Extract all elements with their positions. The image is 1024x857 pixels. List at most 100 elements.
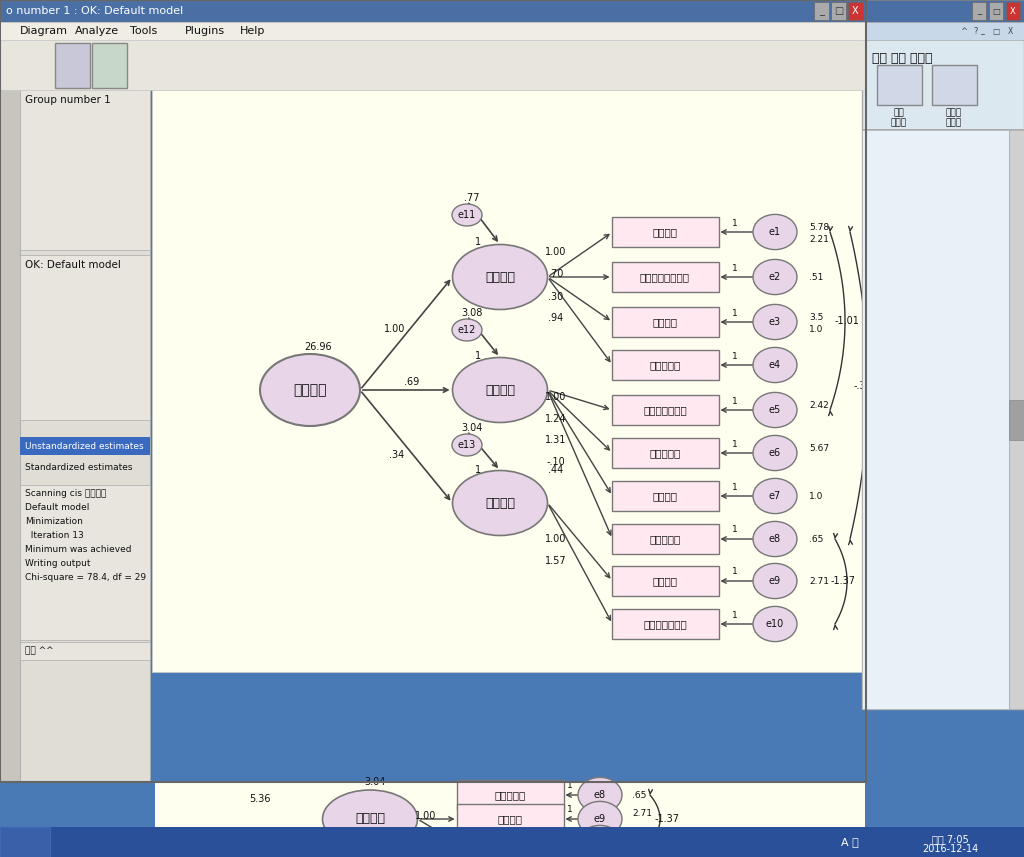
Ellipse shape — [578, 777, 622, 812]
FancyBboxPatch shape — [0, 22, 866, 40]
Text: .34: .34 — [389, 450, 403, 459]
FancyBboxPatch shape — [1006, 2, 1020, 20]
Text: □: □ — [992, 7, 1000, 15]
Text: 금전관리: 금전관리 — [652, 491, 678, 501]
FancyBboxPatch shape — [1009, 130, 1024, 709]
Text: e5: e5 — [769, 405, 781, 415]
Text: 1.0: 1.0 — [809, 325, 823, 333]
FancyBboxPatch shape — [862, 129, 1024, 130]
Text: 1: 1 — [732, 263, 738, 273]
Text: 3.04: 3.04 — [462, 423, 482, 433]
Text: 직업생활: 직업생활 — [355, 812, 385, 825]
Text: A 漢: A 漢 — [841, 837, 859, 847]
FancyBboxPatch shape — [932, 65, 977, 105]
FancyBboxPatch shape — [155, 782, 865, 857]
FancyBboxPatch shape — [814, 2, 829, 20]
FancyBboxPatch shape — [989, 2, 1002, 20]
FancyBboxPatch shape — [1009, 400, 1024, 440]
Ellipse shape — [452, 204, 482, 226]
FancyBboxPatch shape — [20, 642, 150, 660]
Text: 1.57: 1.57 — [545, 555, 566, 566]
Text: 통신서비스: 통신서비스 — [649, 534, 681, 544]
FancyBboxPatch shape — [611, 217, 719, 247]
Text: 대인관계와예절: 대인관계와예절 — [643, 619, 687, 629]
Text: 1.24: 1.24 — [545, 413, 566, 423]
Text: 1: 1 — [732, 309, 738, 317]
Text: 대인관계와예절: 대인관계와예절 — [488, 838, 531, 848]
Text: 개인 정보 바꾸기: 개인 정보 바꾸기 — [872, 51, 933, 64]
Text: e2: e2 — [769, 272, 781, 282]
Text: 2.21: 2.21 — [809, 235, 828, 243]
FancyBboxPatch shape — [20, 255, 150, 420]
Text: e3: e3 — [769, 317, 781, 327]
FancyBboxPatch shape — [20, 485, 150, 640]
Text: 적응행동: 적응행동 — [293, 383, 327, 397]
Ellipse shape — [753, 607, 797, 642]
Ellipse shape — [753, 214, 797, 249]
Text: 1: 1 — [475, 351, 481, 361]
Text: Analyze: Analyze — [75, 26, 119, 36]
Text: .94: .94 — [548, 313, 563, 323]
FancyBboxPatch shape — [611, 307, 719, 337]
Text: Scanning cis 분석자료: Scanning cis 분석자료 — [25, 488, 106, 498]
Text: OK: Default model: OK: Default model — [25, 260, 121, 270]
FancyBboxPatch shape — [0, 827, 50, 857]
Text: .77: .77 — [464, 193, 480, 203]
Ellipse shape — [753, 304, 797, 339]
FancyBboxPatch shape — [862, 22, 1024, 40]
Text: e10: e10 — [766, 619, 784, 629]
Text: e6: e6 — [769, 448, 781, 458]
FancyBboxPatch shape — [611, 481, 719, 511]
Text: e9: e9 — [769, 576, 781, 586]
Text: .44: .44 — [548, 464, 563, 475]
Text: 1.57: 1.57 — [415, 829, 436, 839]
Text: Unstandardized estimates: Unstandardized estimates — [25, 441, 143, 451]
Text: 바로
바꾸기: 바로 바꾸기 — [891, 108, 907, 128]
Text: 1: 1 — [732, 440, 738, 448]
Text: e12: e12 — [458, 325, 476, 335]
Text: .51: .51 — [809, 273, 823, 281]
Text: e8: e8 — [769, 534, 781, 544]
FancyBboxPatch shape — [152, 90, 866, 672]
Text: e1: e1 — [769, 227, 781, 237]
Text: 사회자립: 사회자립 — [485, 383, 515, 397]
FancyBboxPatch shape — [611, 566, 719, 596]
FancyBboxPatch shape — [611, 524, 719, 554]
Text: -1.37: -1.37 — [654, 814, 680, 824]
FancyBboxPatch shape — [862, 0, 1024, 22]
Ellipse shape — [453, 244, 548, 309]
Text: 1.00: 1.00 — [545, 534, 566, 544]
Text: 기초개념: 기초개념 — [652, 227, 678, 237]
FancyBboxPatch shape — [611, 350, 719, 380]
Text: 1: 1 — [732, 610, 738, 620]
FancyBboxPatch shape — [611, 262, 719, 292]
Text: e4: e4 — [769, 360, 781, 370]
Text: e8: e8 — [594, 790, 606, 800]
Text: 1: 1 — [732, 482, 738, 492]
Text: 통신서비스: 통신서비스 — [495, 790, 525, 800]
Text: 1.31: 1.31 — [545, 435, 566, 445]
Text: e7: e7 — [769, 491, 781, 501]
Ellipse shape — [453, 357, 548, 423]
Text: _: _ — [819, 6, 824, 16]
Text: 1: 1 — [732, 219, 738, 227]
Text: .70: .70 — [548, 269, 563, 279]
Ellipse shape — [753, 260, 797, 295]
FancyBboxPatch shape — [0, 90, 20, 782]
Text: .65: .65 — [809, 535, 823, 543]
Text: 직업기능: 직업기능 — [652, 576, 678, 586]
Text: o number 1 : OK: Default model: o number 1 : OK: Default model — [6, 6, 183, 16]
FancyBboxPatch shape — [0, 827, 1024, 857]
Ellipse shape — [578, 825, 622, 857]
Text: 1.00: 1.00 — [415, 811, 436, 821]
Text: 1.00: 1.00 — [545, 247, 566, 256]
Text: 3.04: 3.04 — [365, 777, 386, 787]
FancyBboxPatch shape — [457, 804, 563, 834]
Text: 지역사회서비스: 지역사회서비스 — [643, 405, 687, 415]
Text: e13: e13 — [458, 440, 476, 450]
Text: 오후 7:05: 오후 7:05 — [932, 834, 969, 844]
FancyBboxPatch shape — [862, 0, 1024, 709]
Text: 1.00: 1.00 — [384, 323, 404, 333]
Text: Group number 1: Group number 1 — [25, 95, 111, 105]
FancyBboxPatch shape — [457, 780, 563, 810]
